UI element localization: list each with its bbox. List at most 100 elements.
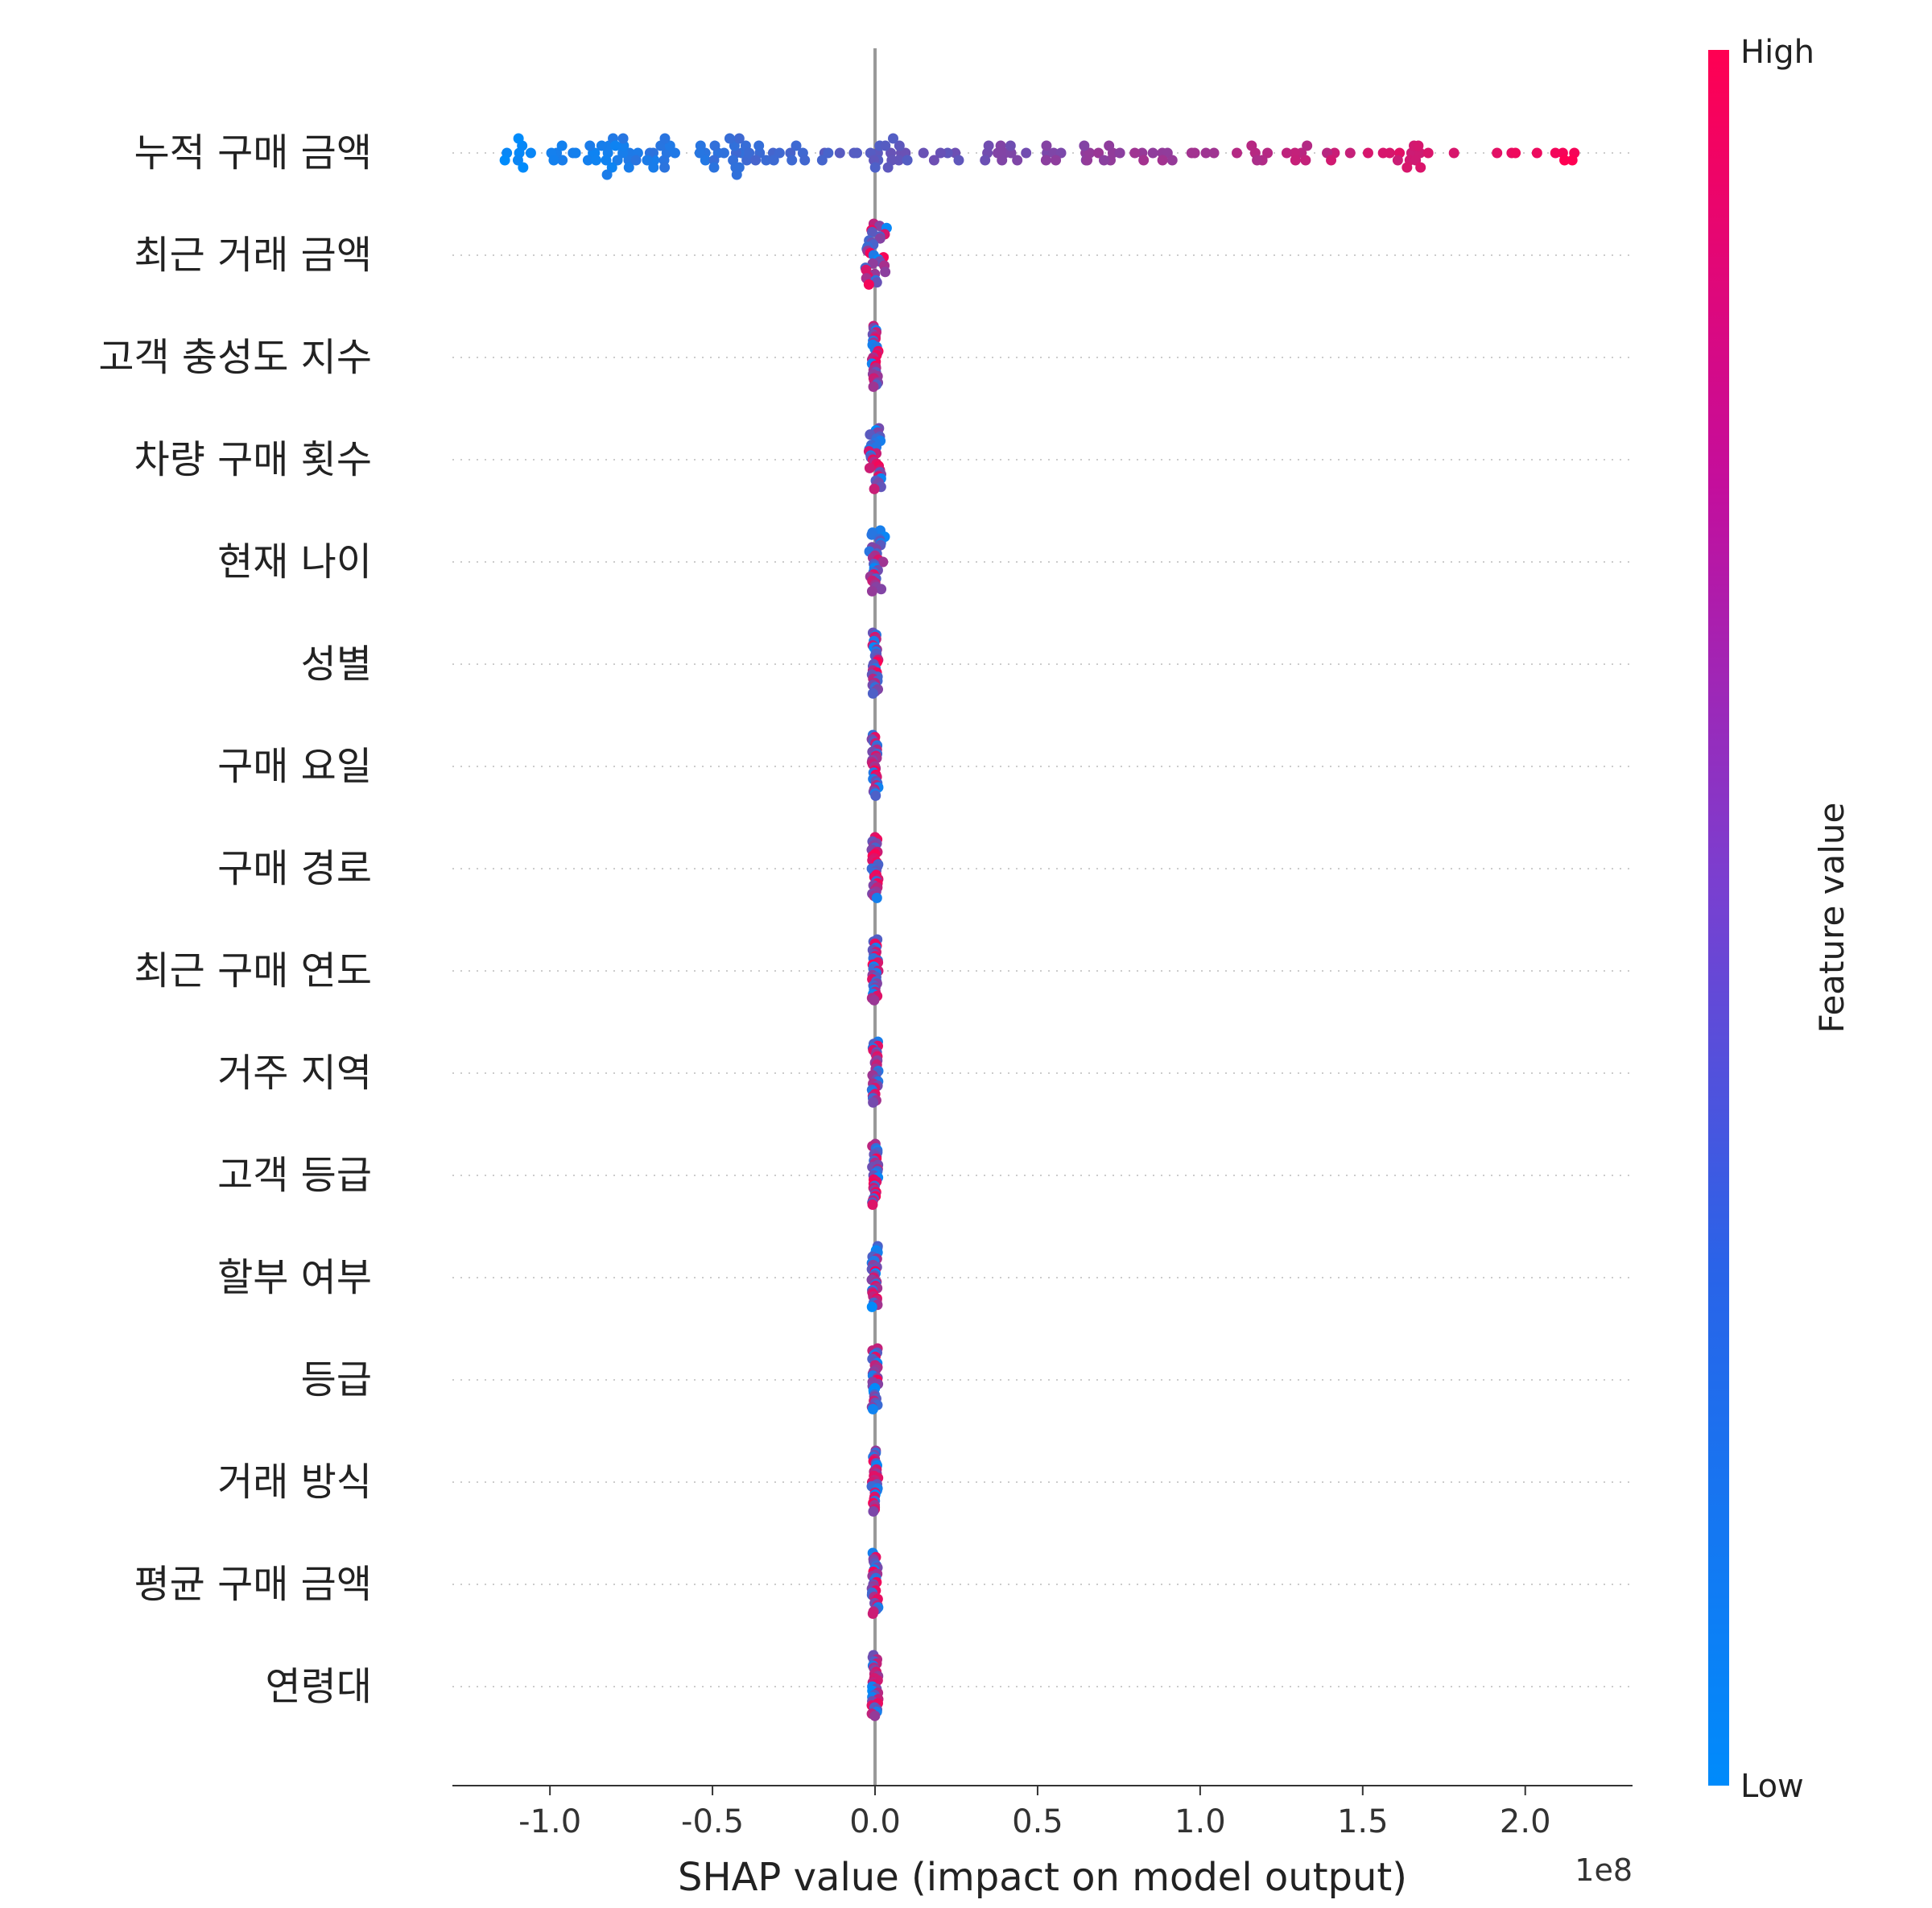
colorbar-low-label: Low [1740,1768,1804,1805]
point [888,133,899,144]
feature-label: 고객 충성도 지수 [98,335,372,380]
point [718,147,729,159]
point [1413,140,1424,151]
point [642,155,653,166]
point [570,147,581,159]
point [612,155,623,166]
point [518,162,529,173]
point [774,147,785,159]
point [617,133,629,144]
point [799,155,811,166]
point [700,155,711,166]
point [1021,147,1032,159]
point [1326,155,1337,166]
point [1362,147,1373,159]
point [548,155,559,166]
point [761,155,772,166]
point [709,140,720,151]
feature-label: 현재 나이 [217,539,372,584]
point [1166,155,1178,166]
x-tick-label: 0.0 [849,1803,901,1840]
point [1114,147,1125,159]
x-tick-label: -0.5 [681,1803,744,1840]
point [1344,147,1356,159]
point [980,155,991,166]
point [1082,155,1093,166]
point [1079,140,1090,151]
point [648,162,659,173]
point [880,266,891,278]
point [823,147,834,159]
point [867,1608,878,1619]
point [791,140,802,151]
colorbar [1708,50,1729,1786]
point [1186,147,1197,159]
feature-label: 최근 구매 연도 [134,948,372,993]
point [867,1403,878,1414]
point [867,688,878,699]
points [499,133,1580,1721]
point [894,140,905,151]
feature-label: 차량 구매 횟수 [134,437,372,482]
point [1559,155,1571,166]
row-gridlines [452,152,1633,1687]
x-tick-label: 1.5 [1337,1803,1389,1840]
point [1232,147,1243,159]
point [556,140,568,151]
point [992,147,1003,159]
point [1384,147,1395,159]
point [928,155,939,166]
point [882,162,894,173]
feature-label: 평균 구매 금액 [134,1562,372,1607]
point [1147,147,1158,159]
point [1051,155,1062,166]
point [880,140,891,151]
point [582,155,593,166]
feature-label: 등급 [301,1357,372,1402]
point [1290,155,1301,166]
point [918,147,929,159]
point [1041,140,1052,151]
x-tick-label: -1.0 [518,1803,581,1840]
point [1262,147,1274,159]
point [499,155,510,166]
point [731,169,742,180]
point [669,147,680,159]
x-tick-label: 0.5 [1012,1803,1063,1840]
point [1200,147,1212,159]
point [868,381,879,392]
point [1402,162,1413,173]
point [869,483,880,494]
point [871,277,882,288]
point [557,155,568,166]
point [786,155,798,166]
point [525,147,536,159]
point [1012,155,1023,166]
point [708,155,720,166]
point [513,133,524,144]
point [1093,147,1104,159]
x-axis-offset-label: 1e8 [1575,1852,1633,1888]
point [1281,147,1292,159]
point [601,155,612,166]
feature-label: 거래 방식 [217,1460,372,1505]
point [1300,155,1311,166]
point [869,1710,881,1721]
point [753,140,765,151]
point [630,155,642,166]
point [868,1505,879,1517]
point [1246,140,1257,151]
point [1392,155,1403,166]
point [1510,147,1521,159]
x-tick-label: 2.0 [1500,1803,1551,1840]
point [584,140,596,151]
point [871,892,882,903]
point [708,162,720,173]
point [876,584,887,595]
point [768,155,779,166]
point [610,140,621,151]
point [869,162,881,173]
point [1104,140,1115,151]
feature-label: 거주 지역 [217,1051,372,1096]
